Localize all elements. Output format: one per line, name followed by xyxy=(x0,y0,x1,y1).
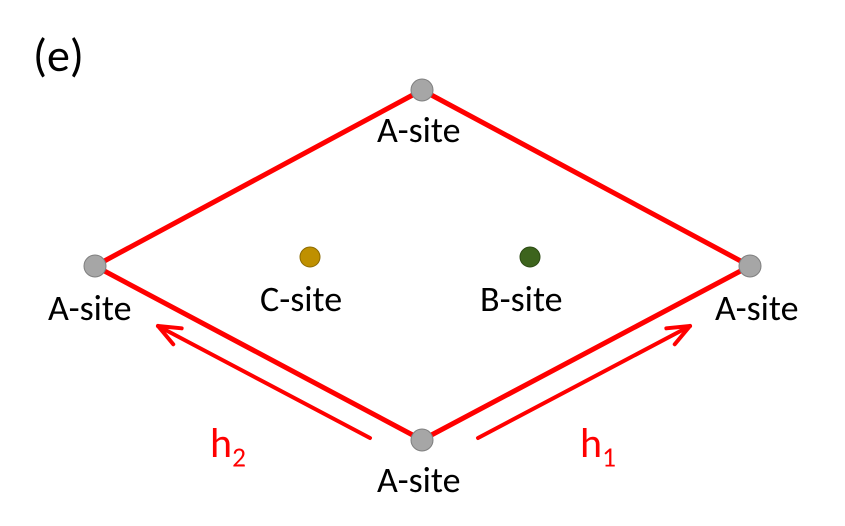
label-a-left: A-site xyxy=(48,286,132,330)
label-h2: h2 xyxy=(210,418,246,474)
label-b-site: B-site xyxy=(480,277,563,321)
label-a-right: A-site xyxy=(715,286,799,330)
label-c-site: C-site xyxy=(260,277,342,321)
label-a-bottom: A-site xyxy=(377,458,461,502)
lattice-svg xyxy=(0,0,845,526)
label-h2-main: h xyxy=(210,418,232,469)
label-a-top: A-site xyxy=(377,108,461,152)
label-h1-main: h xyxy=(580,418,602,469)
label-h2-sub: 2 xyxy=(232,441,246,474)
label-h1-sub: 1 xyxy=(602,441,616,474)
figure-canvas: (e) A-site A-site A-site A-site C-site B… xyxy=(0,0,845,526)
label-h1: h1 xyxy=(580,418,616,474)
